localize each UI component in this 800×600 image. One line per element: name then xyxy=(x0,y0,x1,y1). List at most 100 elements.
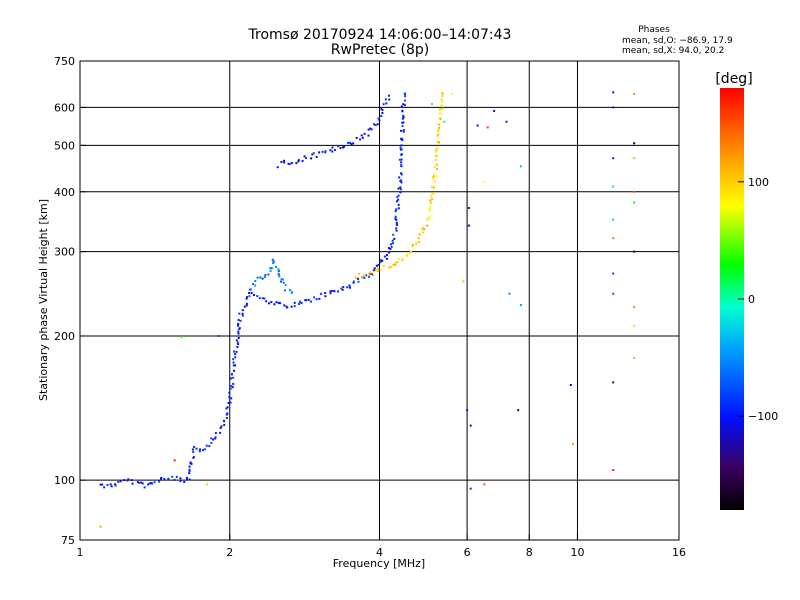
data-point xyxy=(379,261,382,264)
data-point xyxy=(119,480,122,483)
data-point xyxy=(229,387,232,390)
data-point xyxy=(180,336,183,339)
data-point xyxy=(633,305,636,308)
data-point xyxy=(633,324,636,327)
data-point xyxy=(435,148,438,151)
data-point xyxy=(229,377,232,380)
data-point xyxy=(192,450,195,453)
data-point xyxy=(217,334,220,337)
data-point xyxy=(313,296,316,299)
data-point xyxy=(346,286,349,289)
data-point xyxy=(394,217,397,220)
data-point xyxy=(443,120,446,123)
data-point xyxy=(383,255,386,258)
data-point xyxy=(263,276,266,279)
data-point xyxy=(331,146,334,149)
data-point xyxy=(401,124,404,127)
y-tick-label: 300 xyxy=(54,246,75,259)
data-point xyxy=(451,92,454,95)
data-point xyxy=(158,480,161,483)
data-point xyxy=(290,305,293,308)
data-point xyxy=(237,332,240,335)
data-point xyxy=(402,103,405,106)
data-point xyxy=(436,129,439,132)
data-point xyxy=(210,437,213,440)
data-point xyxy=(612,237,615,240)
data-point xyxy=(230,385,233,388)
data-point xyxy=(388,98,391,101)
data-point xyxy=(417,237,420,240)
data-point xyxy=(399,188,402,191)
data-point xyxy=(569,383,572,386)
data-point xyxy=(404,95,407,98)
data-point xyxy=(241,309,244,312)
data-point xyxy=(363,274,366,277)
data-point xyxy=(436,134,439,137)
data-point xyxy=(232,364,235,367)
data-point xyxy=(298,300,301,303)
data-point xyxy=(400,165,403,168)
data-point xyxy=(508,292,511,295)
data-point xyxy=(175,475,178,478)
data-point xyxy=(214,432,217,435)
data-point xyxy=(433,165,436,168)
data-point xyxy=(384,98,387,101)
data-points xyxy=(99,91,636,528)
data-point xyxy=(466,409,469,412)
data-point xyxy=(363,132,366,135)
data-point xyxy=(395,208,398,211)
y-tick-label: 600 xyxy=(54,101,75,114)
data-point xyxy=(437,133,440,136)
data-point xyxy=(237,336,240,339)
data-point xyxy=(385,102,388,105)
data-point xyxy=(337,290,340,293)
data-point xyxy=(429,199,432,202)
data-point xyxy=(290,161,293,164)
data-point xyxy=(388,251,391,254)
data-point xyxy=(188,465,191,468)
data-point xyxy=(612,157,615,160)
data-point xyxy=(483,180,486,183)
data-point xyxy=(234,364,237,367)
data-point xyxy=(117,480,120,483)
data-point xyxy=(318,151,321,154)
data-point xyxy=(370,128,373,131)
data-point xyxy=(423,228,426,231)
data-point xyxy=(401,137,404,140)
data-point xyxy=(248,292,251,295)
data-point xyxy=(367,128,370,131)
data-point xyxy=(400,153,403,156)
data-point xyxy=(167,477,170,480)
data-point xyxy=(278,275,281,278)
data-point xyxy=(395,261,398,264)
data-point xyxy=(361,276,364,279)
chart-title: Tromsø 20170924 14:06:00–14:07:43 xyxy=(248,27,512,43)
data-point xyxy=(269,270,272,273)
data-point xyxy=(374,124,377,127)
data-point xyxy=(283,159,286,162)
data-point xyxy=(272,260,275,263)
data-point xyxy=(261,277,264,280)
data-point xyxy=(357,277,360,280)
data-point xyxy=(469,424,472,427)
data-point xyxy=(307,298,310,301)
data-point xyxy=(191,448,194,451)
data-point xyxy=(441,107,444,110)
data-point xyxy=(288,288,291,291)
data-point xyxy=(358,273,361,276)
data-point xyxy=(203,448,206,451)
data-point xyxy=(188,478,191,481)
data-point xyxy=(400,158,403,161)
data-point xyxy=(163,477,166,480)
data-point xyxy=(400,164,403,167)
data-point xyxy=(633,92,636,95)
data-point xyxy=(256,276,259,279)
data-point xyxy=(354,276,357,279)
data-point xyxy=(277,272,280,275)
data-point xyxy=(633,142,636,145)
data-point xyxy=(233,369,236,372)
data-point xyxy=(136,481,139,484)
data-point xyxy=(441,92,444,95)
data-point xyxy=(250,292,253,295)
